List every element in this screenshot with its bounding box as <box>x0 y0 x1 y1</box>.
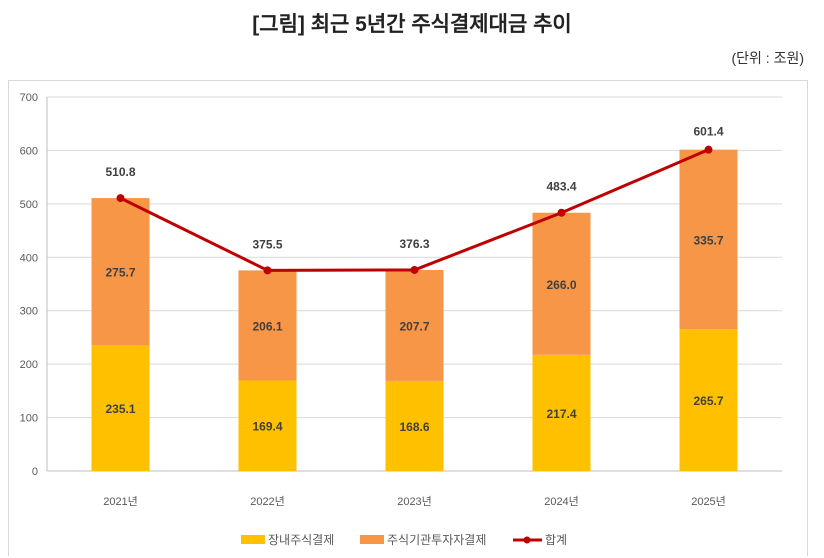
data-label: 265.7 <box>693 394 723 408</box>
data-label: 206.1 <box>252 319 282 333</box>
total-label: 510.8 <box>105 165 135 179</box>
total-marker <box>263 266 272 275</box>
y-tick-label: 600 <box>20 145 38 157</box>
bar-institutional <box>238 270 297 381</box>
data-label: 275.7 <box>105 266 135 280</box>
bar-onexchange <box>91 345 150 471</box>
y-tick-label: 300 <box>20 306 38 318</box>
total-label: 601.4 <box>693 125 723 139</box>
x-tick-label: 2023년 <box>397 495 432 508</box>
bar-onexchange <box>238 380 297 471</box>
bar-onexchange <box>532 354 591 471</box>
bar-institutional <box>532 212 591 355</box>
legend-label: 주식기관투자자결제 <box>387 533 486 547</box>
bar-institutional <box>91 198 150 346</box>
data-label: 217.4 <box>546 407 576 421</box>
y-tick-label: 700 <box>20 92 38 104</box>
total-label: 483.4 <box>546 180 576 194</box>
y-tick-label: 0 <box>32 466 38 478</box>
chart-title: [그림] 최근 5년간 주식결제대금 추이 <box>252 13 572 36</box>
bar-onexchange <box>385 380 444 471</box>
bar-onexchange <box>679 329 738 471</box>
bar-institutional <box>385 269 444 381</box>
total-label: 376.3 <box>399 237 429 251</box>
data-label: 235.1 <box>105 402 135 416</box>
y-tick-label: 200 <box>20 359 38 371</box>
total-label: 375.5 <box>252 237 282 251</box>
legend-swatch-onexchange <box>241 535 265 544</box>
total-marker <box>116 194 125 203</box>
total-marker <box>704 145 713 154</box>
y-tick-label: 400 <box>20 252 38 264</box>
total-line <box>119 148 710 272</box>
x-tick-label: 2022년 <box>250 495 285 508</box>
data-label: 169.4 <box>252 420 282 434</box>
data-label: 207.7 <box>399 319 429 333</box>
legend-swatch-institutional <box>360 535 384 544</box>
bar-institutional <box>679 149 738 330</box>
data-label: 335.7 <box>693 233 723 247</box>
unit-label: (단위 : 조원) <box>731 50 804 66</box>
x-tick-label: 2021년 <box>103 495 138 508</box>
data-label: 168.6 <box>399 420 429 434</box>
total-marker <box>410 265 419 274</box>
x-tick-label: 2024년 <box>544 495 579 508</box>
y-tick-label: 100 <box>20 413 38 425</box>
total-marker <box>557 208 566 217</box>
x-tick-label: 2025년 <box>691 495 726 508</box>
legend-marker-total <box>523 536 531 544</box>
chart-frame <box>8 80 808 556</box>
y-tick-label: 500 <box>20 199 38 211</box>
legend-label: 장내주식결제 <box>268 533 334 547</box>
data-label: 266.0 <box>546 278 576 292</box>
legend-label: 합계 <box>545 533 567 547</box>
